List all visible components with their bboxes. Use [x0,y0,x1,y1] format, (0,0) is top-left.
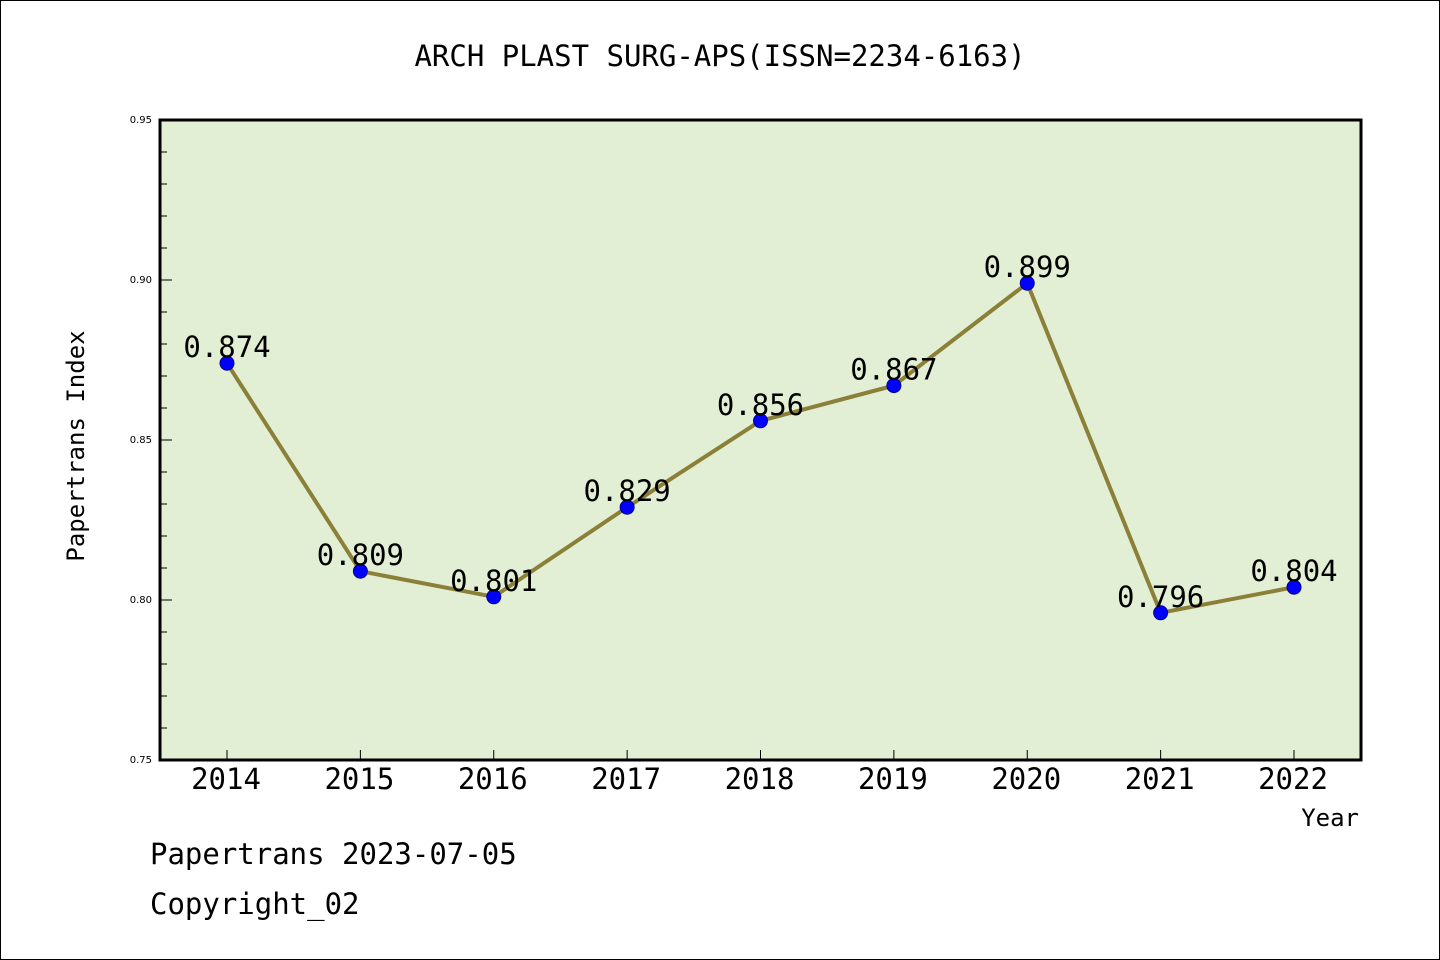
x-tick-label: 2021 [1125,762,1195,796]
y-tick-label: 0.95 [130,115,152,126]
data-label-2015: 0.809 [317,538,404,572]
data-label-2016: 0.801 [450,564,537,598]
data-point-2017 [619,499,635,515]
data-label-2018: 0.856 [717,388,804,422]
chart-title: ARCH PLAST SURG-APS(ISSN=2234-6163) [414,39,1025,73]
x-tick-label: 2022 [1258,762,1328,796]
x-tick-label: 2014 [191,762,261,796]
x-tick-label: 2017 [591,762,661,796]
y-tick-label: 0.90 [130,275,152,286]
data-point-2015 [352,563,368,579]
data-point-2021 [1153,605,1169,621]
plot-area [160,120,1361,760]
y-tick-label: 0.75 [130,755,152,766]
x-axis-label: Year [1301,804,1359,832]
footer-copyright: Copyright_02 [150,887,360,922]
x-tick-label: 2018 [725,762,795,796]
data-label-2022: 0.804 [1250,554,1337,588]
x-tick-label: 2016 [458,762,528,796]
data-label-2019: 0.867 [850,353,937,387]
x-tick-label: 2019 [858,762,928,796]
data-point-2022 [1286,579,1302,595]
data-point-2018 [753,413,768,429]
footer-date: Papertrans 2023-07-05 [150,837,517,871]
x-tick-label: 2020 [991,762,1061,796]
y-tick-label: 0.85 [130,435,152,446]
x-tick-label: 2015 [324,762,394,796]
plot-border [158,118,1363,762]
data-label-2020: 0.899 [984,250,1071,284]
data-point-2019 [886,378,902,394]
y-axis-label: Papertrans Index [62,330,90,561]
data-label-2017: 0.829 [583,474,670,508]
data-point-2014 [219,355,235,371]
y-tick-label: 0.80 [130,595,152,606]
data-label-2014: 0.874 [183,330,270,364]
data-label-2021: 0.796 [1117,580,1204,614]
data-point-2020 [1019,275,1035,291]
data-point-2016 [486,589,502,605]
